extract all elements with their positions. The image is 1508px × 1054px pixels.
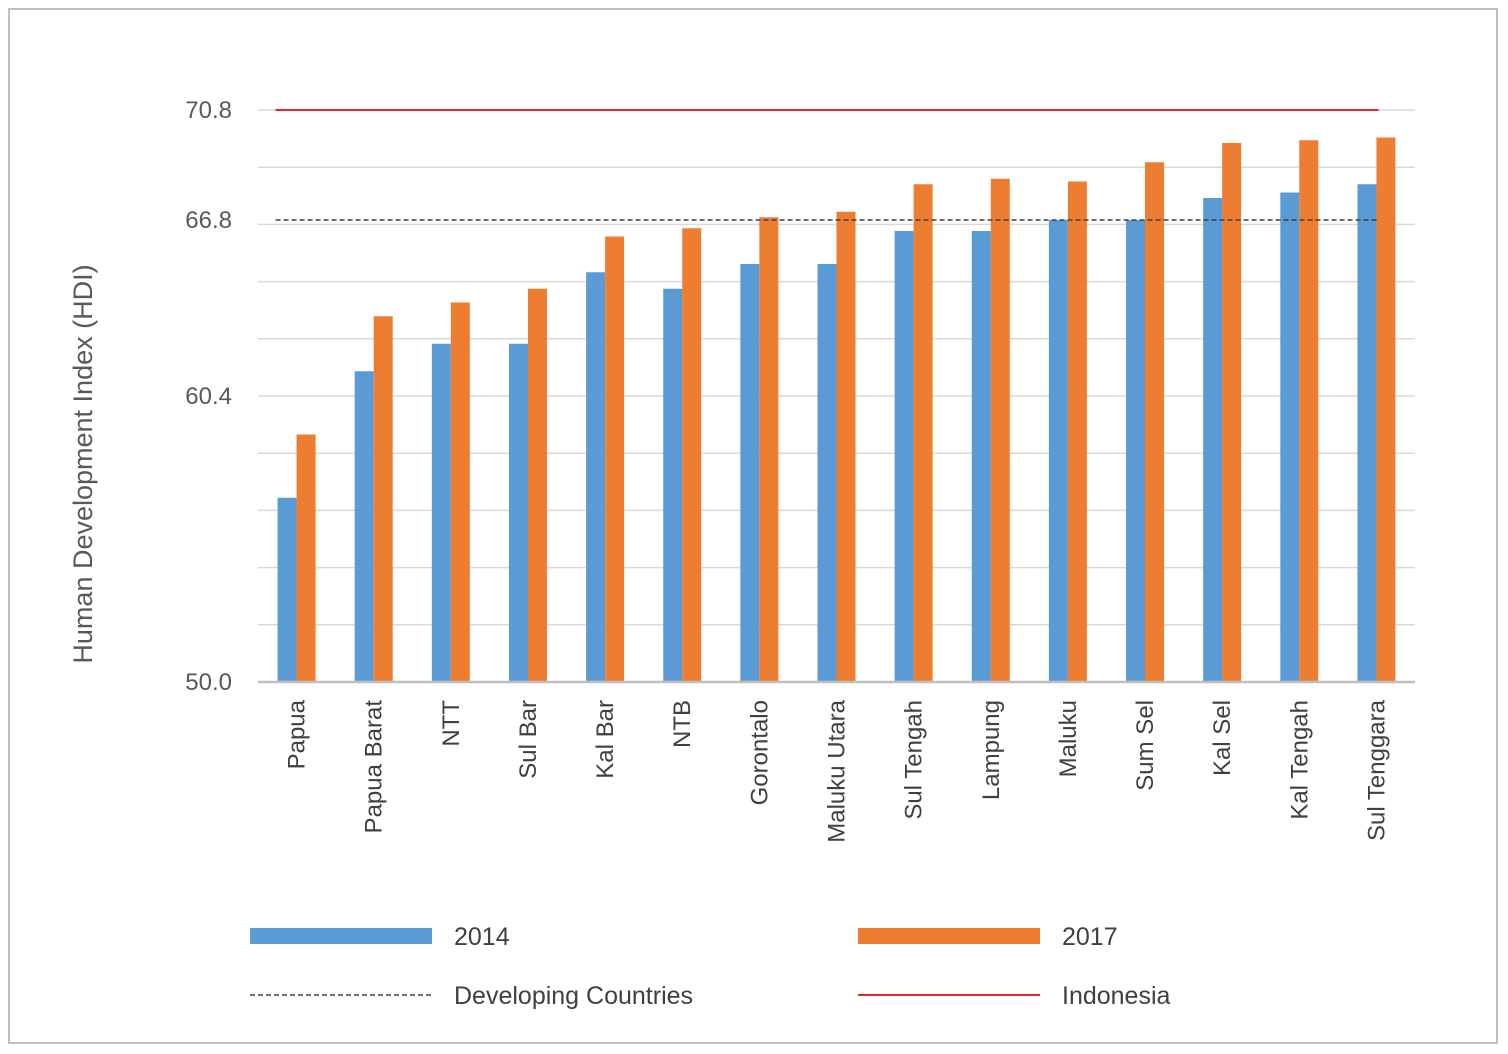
bar-2017-papua-barat <box>373 316 393 682</box>
x-category-label: NTT <box>438 700 465 747</box>
x-category-label: Lampung <box>978 700 1005 800</box>
x-category-label: Sul Tenggara <box>1363 699 1390 841</box>
x-category-label: Maluku <box>1055 700 1082 777</box>
bar-2017-maluku <box>1067 181 1087 682</box>
bar-2014-lampung <box>971 231 991 682</box>
bar-2017-sul-tenggara <box>1376 137 1396 682</box>
bar-2017-ntt <box>450 302 470 682</box>
bar-2017-gorontalo <box>759 217 779 682</box>
y-axis-title: Human Development Index (HDI) <box>68 264 98 663</box>
legend-label-indonesia: Indonesia <box>1062 982 1171 1010</box>
legend-label-developing-countries: Developing Countries <box>454 982 693 1010</box>
x-category-label: Sum Sel <box>1132 700 1159 791</box>
bar-2014-sul-tengah <box>894 231 914 682</box>
legend: 2014 2017 Developing Countries Indonesia <box>250 923 1171 1010</box>
bar-2014-sum-sel <box>1126 220 1146 682</box>
chart-frame: 50.0 60.4 66.8 70.8 Papua Papua Barat NTT Sul … <box>8 8 1498 1044</box>
bar-2014-ntb <box>663 288 683 682</box>
bar-2014-papua-barat <box>354 371 374 682</box>
x-category-label: Gorontalo <box>746 700 773 805</box>
bar-2014-kal-tengah <box>1280 192 1300 682</box>
bar-2014-papua <box>277 497 297 682</box>
legend-swatch-2014 <box>250 928 432 944</box>
bar-2014-kal-sel <box>1203 198 1223 682</box>
y-tick-label: 70.8 <box>185 97 232 124</box>
x-category-labels: Papua Papua Barat NTT Sul Bar Kal Bar NTB Goro… <box>284 699 1391 842</box>
x-category-label: Papua Barat <box>361 700 388 834</box>
bar-2014-gorontalo <box>740 264 760 682</box>
reference-lines <box>275 109 1379 221</box>
bar-2017-kal-tengah <box>1299 140 1319 682</box>
x-category-label: Kal Bar <box>592 700 619 779</box>
x-category-label: Kal Tengah <box>1286 700 1313 820</box>
legend-label-2017: 2017 <box>1062 923 1118 951</box>
y-tick-label: 50.0 <box>185 669 232 696</box>
bar-2017-sul-tengah <box>913 184 933 682</box>
bar-2017-kal-bar <box>605 236 625 682</box>
hdi-bar-chart: 50.0 60.4 66.8 70.8 Papua Papua Barat NTT Sul … <box>68 97 1415 1010</box>
x-category-label: NTB <box>669 700 696 748</box>
bar-2017-sum-sel <box>1145 162 1165 682</box>
bar-2014-kal-bar <box>586 272 606 682</box>
x-category-label: Sul Tengah <box>901 700 928 820</box>
bar-2014-sul-bar <box>508 343 528 682</box>
bar-2017-lampung <box>990 178 1010 682</box>
bars <box>277 137 1396 682</box>
x-category-label: Papua <box>284 699 311 769</box>
x-category-label: Kal Sel <box>1209 700 1236 776</box>
y-tick-labels: 50.0 60.4 66.8 70.8 <box>185 97 232 696</box>
x-category-label: Sul Bar <box>515 700 542 779</box>
bar-2017-papua <box>296 434 316 682</box>
bar-2017-maluku-utara <box>836 211 856 682</box>
legend-swatch-2017 <box>858 928 1040 944</box>
bar-2014-maluku-utara <box>817 264 837 682</box>
bar-2014-sul-tenggara <box>1357 184 1377 682</box>
y-tick-label: 66.8 <box>185 207 232 234</box>
bar-2014-ntt <box>431 343 451 682</box>
bar-2017-kal-sel <box>1222 143 1242 682</box>
legend-label-2014: 2014 <box>454 923 510 951</box>
y-tick-label: 60.4 <box>185 383 232 410</box>
x-category-label: Maluku Utara <box>824 699 851 842</box>
bar-2017-sul-bar <box>527 288 547 682</box>
bar-2017-ntb <box>682 228 702 682</box>
bar-2014-maluku <box>1048 220 1068 682</box>
